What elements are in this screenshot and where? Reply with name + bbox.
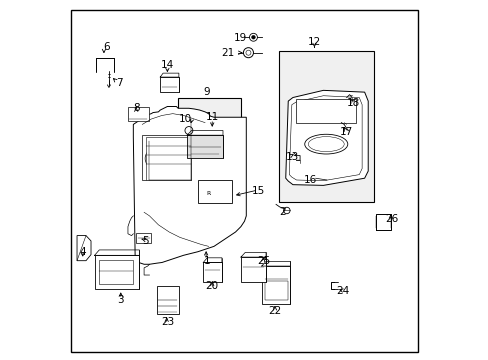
Bar bbox=[198, 180, 231, 203]
Bar bbox=[156, 286, 179, 315]
Text: 11: 11 bbox=[205, 112, 219, 122]
Bar bbox=[203, 262, 222, 282]
Bar bbox=[136, 233, 151, 243]
Polygon shape bbox=[285, 90, 367, 185]
Text: 15: 15 bbox=[252, 186, 265, 196]
Bar bbox=[142, 135, 190, 180]
Text: 5: 5 bbox=[142, 236, 149, 246]
Bar bbox=[160, 77, 179, 92]
Text: 26: 26 bbox=[384, 215, 397, 224]
Text: 18: 18 bbox=[346, 98, 360, 108]
Bar bbox=[265, 282, 287, 300]
Bar bbox=[278, 51, 373, 202]
Bar bbox=[94, 255, 139, 289]
Text: 22: 22 bbox=[268, 306, 281, 316]
Text: 6: 6 bbox=[103, 42, 109, 52]
Bar bbox=[261, 266, 290, 304]
Text: 25: 25 bbox=[257, 256, 270, 266]
Text: 16: 16 bbox=[304, 175, 317, 185]
Text: 7: 7 bbox=[116, 78, 122, 88]
Text: 23: 23 bbox=[161, 317, 174, 327]
Bar bbox=[99, 260, 133, 284]
Circle shape bbox=[251, 36, 255, 39]
Text: 1: 1 bbox=[203, 256, 210, 266]
Text: 8: 8 bbox=[133, 103, 140, 113]
Text: R: R bbox=[206, 191, 210, 196]
Bar bbox=[178, 98, 241, 173]
Text: 3: 3 bbox=[117, 295, 124, 305]
Text: 4: 4 bbox=[79, 247, 85, 257]
Bar bbox=[187, 135, 223, 158]
Text: 17: 17 bbox=[339, 127, 353, 136]
Text: 10: 10 bbox=[179, 114, 191, 124]
Text: 13: 13 bbox=[285, 152, 299, 162]
Bar bbox=[145, 137, 190, 180]
Text: 24: 24 bbox=[336, 286, 349, 296]
Polygon shape bbox=[133, 107, 246, 264]
Text: 2: 2 bbox=[278, 207, 285, 217]
Text: 20: 20 bbox=[205, 281, 218, 291]
Bar bbox=[296, 99, 355, 123]
Bar bbox=[128, 107, 148, 121]
Text: 12: 12 bbox=[307, 37, 321, 47]
Text: 21: 21 bbox=[221, 48, 235, 58]
Text: 19: 19 bbox=[233, 33, 246, 43]
Bar bbox=[241, 257, 265, 282]
Text: 9: 9 bbox=[203, 87, 210, 97]
Text: 14: 14 bbox=[161, 60, 174, 70]
Polygon shape bbox=[77, 235, 91, 261]
